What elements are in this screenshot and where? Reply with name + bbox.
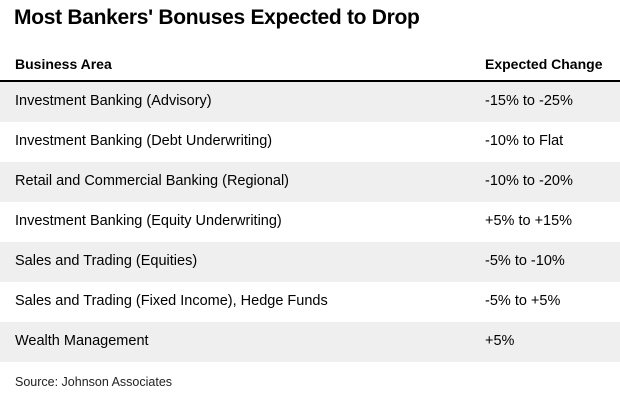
table-row: Wealth Management +5%: [0, 322, 620, 362]
table-row: Investment Banking (Advisory) -15% to -2…: [0, 82, 620, 122]
business-area-cell: Retail and Commercial Banking (Regional): [15, 173, 290, 189]
business-area-cell: Investment Banking (Advisory): [15, 93, 212, 109]
expected-change-cell: +5%: [485, 333, 515, 349]
business-area-cell: Sales and Trading (Equities): [15, 253, 198, 269]
chart-title: Most Bankers' Bonuses Expected to Drop: [14, 6, 420, 29]
business-area-cell: Investment Banking (Debt Underwriting): [15, 133, 273, 149]
column-header-expected-change: Expected Change: [485, 56, 603, 72]
expected-change-cell: +5% to +15%: [485, 213, 573, 229]
table-body: Investment Banking (Advisory) -15% to -2…: [0, 82, 620, 362]
expected-change-cell: -10% to Flat: [485, 133, 564, 149]
table-row: Sales and Trading (Equities) -5% to -10%: [0, 242, 620, 282]
source-note: Source: Johnson Associates: [15, 375, 173, 389]
column-header-business-area: Business Area: [15, 56, 112, 72]
table-row: Sales and Trading (Fixed Income), Hedge …: [0, 282, 620, 322]
business-area-cell: Investment Banking (Equity Underwriting): [15, 213, 282, 229]
business-area-cell: Sales and Trading (Fixed Income), Hedge …: [15, 293, 328, 309]
business-area-cell: Wealth Management: [15, 333, 149, 349]
expected-change-cell: -5% to +5%: [485, 293, 561, 309]
expected-change-cell: -15% to -25%: [485, 93, 573, 109]
expected-change-cell: -10% to -20%: [485, 173, 573, 189]
table-header: Business Area Expected Change: [0, 48, 620, 82]
table-row: Retail and Commercial Banking (Regional)…: [0, 162, 620, 202]
expected-change-cell: -5% to -10%: [485, 253, 565, 269]
table-row: Investment Banking (Debt Underwriting) -…: [0, 122, 620, 162]
table-row: Investment Banking (Equity Underwriting)…: [0, 202, 620, 242]
